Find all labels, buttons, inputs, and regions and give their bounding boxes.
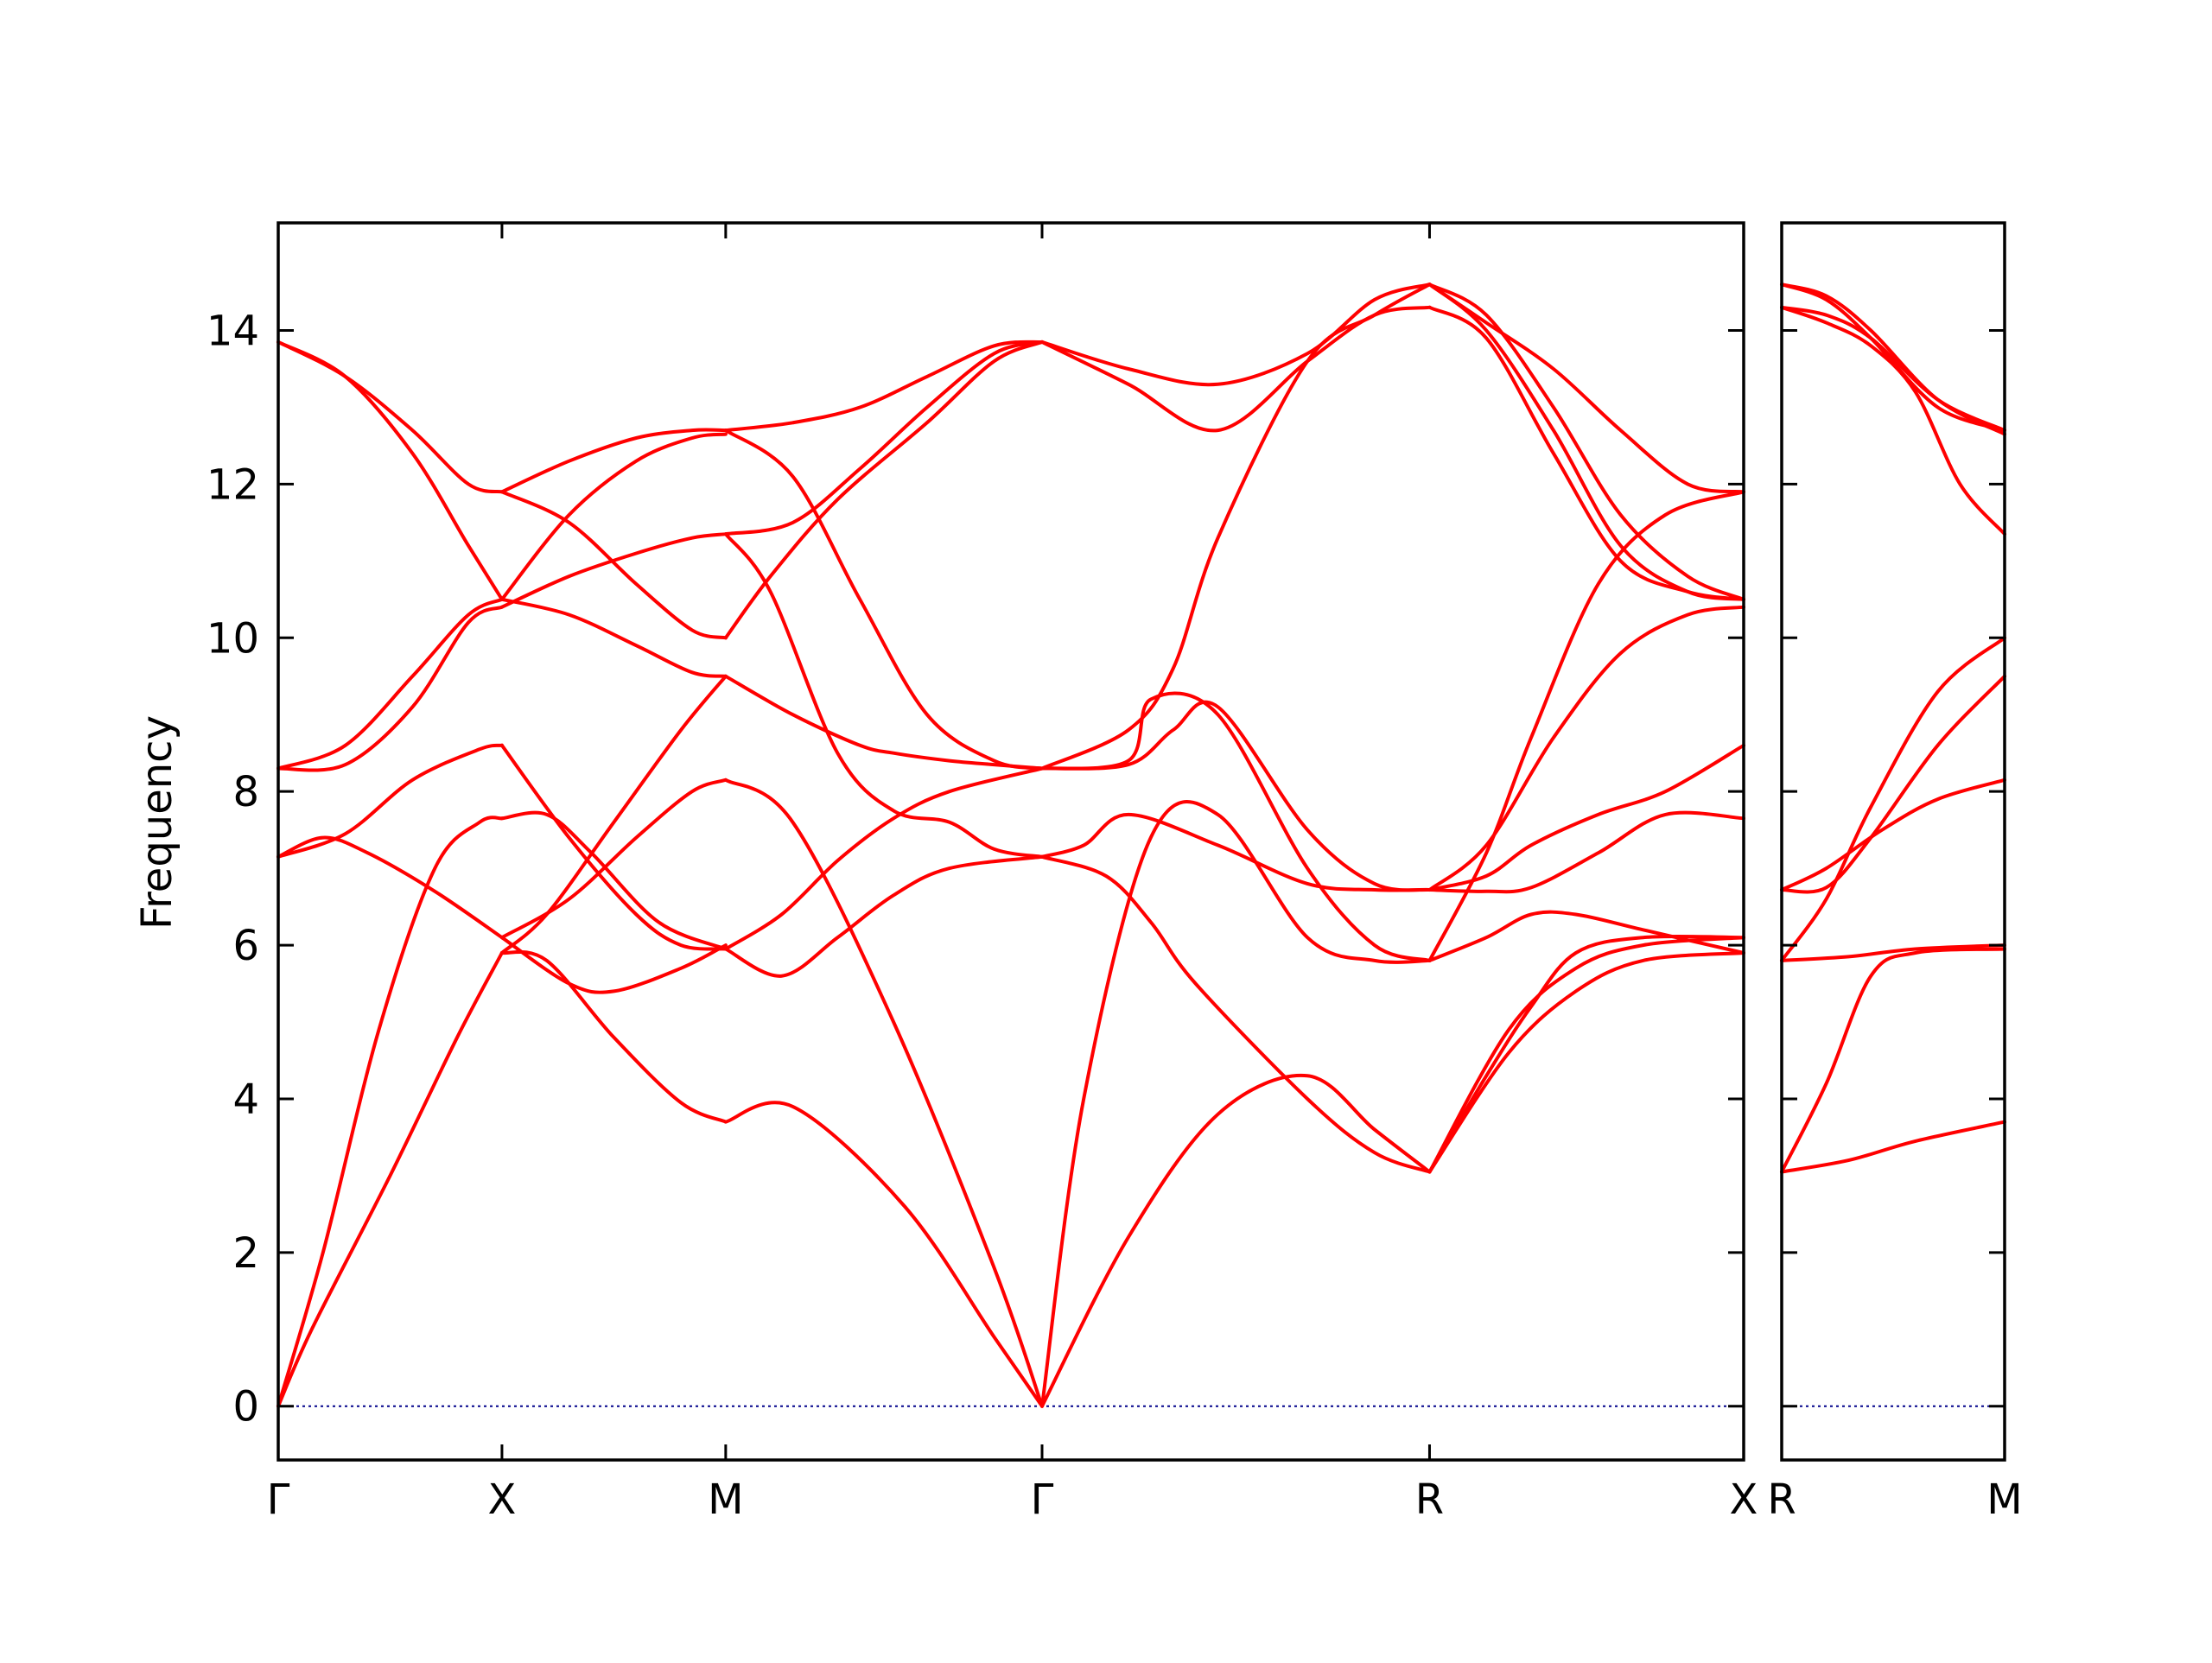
band-line bbox=[502, 600, 726, 676]
band-line bbox=[1042, 802, 1430, 1406]
axis-ticks bbox=[278, 223, 2005, 1460]
band-line bbox=[502, 937, 726, 993]
band-line bbox=[726, 769, 1042, 949]
band-line bbox=[1430, 308, 1745, 600]
band-line bbox=[502, 952, 726, 1122]
band-line bbox=[1042, 815, 1430, 891]
band-line bbox=[1430, 936, 1745, 1172]
band-line bbox=[278, 953, 502, 1406]
band-line bbox=[1430, 937, 1745, 1171]
band-line bbox=[1782, 638, 2005, 961]
band-line bbox=[1782, 949, 2005, 1172]
x-tick-label: Γ bbox=[1031, 1476, 1054, 1524]
band-line bbox=[1430, 284, 1745, 600]
band-line bbox=[726, 1102, 1042, 1406]
band-line bbox=[1430, 746, 1745, 890]
panel-frames bbox=[278, 223, 2005, 1460]
band-line bbox=[1430, 607, 1745, 890]
band-line bbox=[726, 534, 1042, 857]
band-line bbox=[1782, 1122, 2005, 1172]
x-tick-label: R bbox=[1767, 1476, 1796, 1524]
x-tick-label: X bbox=[1730, 1476, 1758, 1524]
band-line bbox=[502, 676, 726, 953]
band-line bbox=[726, 857, 1042, 976]
band-line bbox=[726, 676, 1042, 769]
y-tick-label: 12 bbox=[207, 460, 259, 509]
band-line bbox=[726, 342, 1042, 534]
band-line bbox=[502, 813, 726, 949]
band-line bbox=[502, 435, 726, 600]
band-line bbox=[502, 780, 726, 937]
y-tick-label: 6 bbox=[232, 922, 259, 970]
y-tick-label: 2 bbox=[232, 1229, 259, 1278]
x-tick-label: Γ bbox=[267, 1476, 290, 1524]
y-axis-title: Frequency bbox=[133, 715, 181, 930]
x-tick-label: X bbox=[487, 1476, 516, 1524]
band-line bbox=[1042, 702, 1430, 891]
band-line bbox=[1782, 676, 2005, 892]
band-line bbox=[1430, 953, 1745, 1172]
band-lines bbox=[278, 284, 2005, 1406]
panel-frame bbox=[1782, 223, 2005, 1460]
band-line bbox=[278, 342, 502, 492]
band-line bbox=[278, 607, 502, 771]
band-line bbox=[1042, 284, 1430, 768]
band-line bbox=[1782, 308, 2005, 430]
band-line bbox=[1782, 780, 2005, 890]
y-tick-label: 8 bbox=[232, 768, 259, 816]
x-tick-label: M bbox=[1986, 1476, 2022, 1524]
panel-frame bbox=[278, 223, 1744, 1460]
band-line bbox=[726, 780, 1042, 1406]
band-line bbox=[502, 492, 726, 638]
x-tick-label: M bbox=[708, 1476, 743, 1524]
y-tick-label: 4 bbox=[232, 1076, 259, 1124]
y-tick-label: 10 bbox=[207, 614, 259, 663]
band-line bbox=[278, 817, 502, 1406]
band-line bbox=[1042, 308, 1430, 431]
band-line bbox=[502, 534, 726, 607]
y-tick-label: 0 bbox=[232, 1383, 259, 1431]
band-line bbox=[1042, 1076, 1430, 1406]
x-tick-label: R bbox=[1415, 1476, 1444, 1524]
band-line bbox=[1430, 284, 1745, 600]
y-tick-label: 14 bbox=[207, 308, 259, 356]
band-line bbox=[278, 838, 502, 938]
band-line bbox=[1042, 693, 1430, 960]
band-line bbox=[278, 342, 502, 600]
